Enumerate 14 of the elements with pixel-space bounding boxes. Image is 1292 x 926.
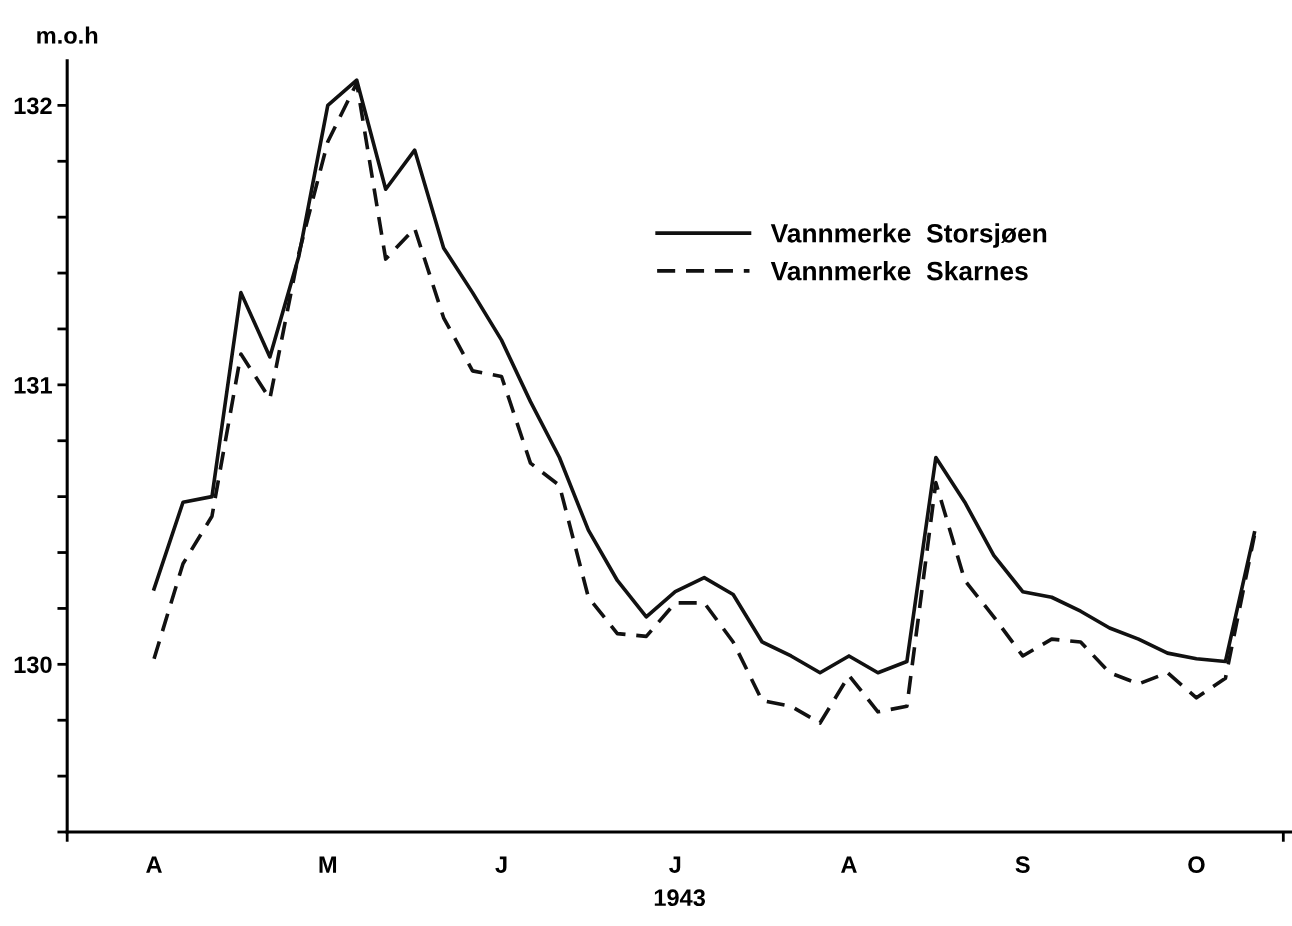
legend-label: Vannmerke Skarnes — [770, 261, 1028, 281]
x-tick-label: O — [1188, 856, 1205, 873]
x-tick-label: A — [841, 856, 857, 873]
x-tick-label: J — [669, 856, 681, 873]
x-tick-label: S — [1015, 856, 1030, 873]
y-tick-label: 132 — [14, 97, 52, 115]
x-tick-label: J — [495, 856, 507, 873]
y-tick-label: 130 — [14, 656, 52, 674]
y-tick-label: 131 — [14, 376, 52, 394]
x-axis-title: 1943 — [654, 889, 705, 907]
legend-label: Vannmerke Storsjøen — [770, 223, 1047, 248]
x-tick-label: M — [319, 856, 337, 873]
x-tick-label: A — [146, 856, 162, 873]
y-axis-title: m.o.h — [37, 26, 98, 44]
